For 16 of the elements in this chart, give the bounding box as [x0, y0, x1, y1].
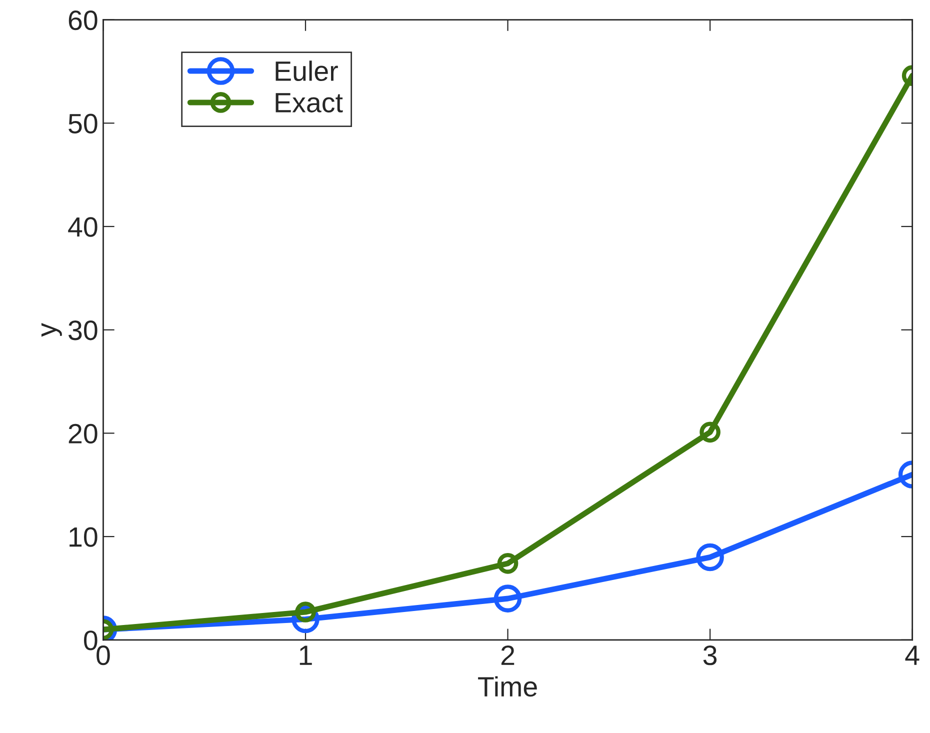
x-tick-label: 4 — [905, 646, 920, 665]
y-tick-label: 20 — [68, 424, 98, 444]
x-tick-label: 0 — [96, 646, 110, 666]
x-tick-label: 2 — [501, 646, 514, 665]
y-tick-label: 0 — [84, 630, 98, 650]
y-axis-title: y — [41, 322, 62, 337]
y-tick-label: 50 — [68, 114, 98, 134]
x-tick-label: 3 — [703, 646, 717, 666]
x-tick-label: 1 — [300, 646, 312, 665]
legend-label: Euler — [276, 60, 338, 82]
y-tick-label: 60 — [68, 10, 98, 30]
y-tick-label: 40 — [68, 217, 98, 237]
y-tick-label: 30 — [68, 320, 98, 340]
x-axis-title: Time — [478, 676, 537, 697]
legend-label: Exact — [276, 93, 343, 112]
y-tick-label: 10 — [70, 527, 98, 547]
